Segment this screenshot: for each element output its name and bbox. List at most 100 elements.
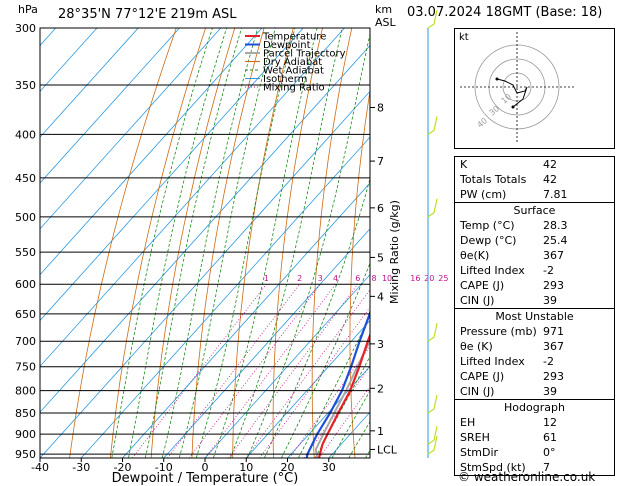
height-tick-label: 3	[377, 338, 384, 351]
isotherm-line	[40, 28, 222, 230]
index-key: Totals Totals	[460, 173, 527, 186]
index-value: 7.81	[543, 188, 568, 201]
surface-key: CAPE (J)	[460, 279, 505, 292]
surface-key: Lifted Index	[460, 264, 525, 277]
surface-value: 28.3	[543, 219, 568, 232]
surface-key: CIN (J)	[460, 294, 495, 307]
temp-tick-label: 20	[281, 461, 295, 474]
most-unstable-value: 971	[543, 325, 564, 338]
height-tick-label: 8	[377, 102, 384, 115]
hodograph-ring-label-30: 30	[488, 104, 502, 117]
surface-row: Dewp (°C) 25.4	[455, 233, 614, 248]
isotherm-line	[40, 28, 345, 367]
hodograph-key: EH	[460, 416, 476, 429]
isotherm-line	[40, 28, 304, 322]
wet-adiabat-line	[161, 28, 259, 458]
mixing-ratio-label: 8	[372, 274, 377, 283]
hodograph-value: 61	[543, 431, 557, 444]
hodograph-unit: kt	[459, 32, 469, 43]
most-unstable-row: θe (K) 367	[455, 339, 614, 354]
surface-row: θe(K) 367	[455, 248, 614, 263]
hodograph-ring-label-10: 10	[500, 92, 514, 105]
wet-adiabat-line	[111, 28, 213, 458]
mixing-ratio-label: 25	[438, 274, 448, 283]
mixing-ratio-label: 1	[264, 274, 269, 283]
hodograph-value: 12	[543, 416, 557, 429]
temp-tick-label: -20	[114, 461, 132, 474]
isotherm-line	[40, 44, 370, 413]
wet-adiabat-line	[144, 28, 242, 458]
dry-adiabat-line	[69, 28, 177, 458]
most-unstable-key: CIN (J)	[460, 385, 495, 398]
surface-row: Temp (°C) 28.3	[455, 218, 614, 233]
index-key: PW (cm)	[460, 188, 507, 201]
most-unstable-title: Most Unstable	[495, 310, 574, 323]
pressure-tick-label: 450	[15, 172, 36, 185]
wind-barb	[427, 198, 438, 218]
mixing-ratio-axis-label: Mixing Ratio (g/kg)	[388, 200, 401, 304]
most-unstable-value: 367	[543, 340, 564, 353]
height-tick-label: 7	[377, 155, 384, 168]
temp-tick-label: 10	[239, 461, 253, 474]
legend-label: Mixing Ratio	[263, 83, 325, 94]
dry-adiabat-line	[191, 28, 265, 458]
height-tick-label: LCL	[377, 443, 398, 456]
surface-value: -2	[543, 264, 554, 277]
surface-value: 25.4	[543, 234, 568, 247]
surface-key: Temp (°C)	[460, 219, 515, 232]
index-value: 42	[543, 173, 557, 186]
most-unstable-key: CAPE (J)	[460, 370, 505, 383]
isotherm-line	[245, 319, 370, 458]
index-row: PW (cm) 7.81	[455, 187, 614, 202]
most-unstable-value: 39	[543, 385, 557, 398]
height-tick-label: 4	[377, 290, 384, 303]
legend-label: Dewpoint	[263, 40, 311, 51]
index-key: K	[460, 158, 468, 171]
most-unstable-row: CAPE (J) 293	[455, 369, 614, 384]
hodograph-chart: kt 10 30 40	[459, 32, 574, 144]
isotherm-line	[40, 90, 370, 458]
legend-label: Isotherm	[263, 74, 307, 85]
mixing-ratio-label: 6	[355, 274, 360, 283]
pressure-tick-label: 500	[15, 211, 36, 224]
temp-tick-label: 30	[322, 461, 336, 474]
hodograph-row: EH 12	[455, 415, 614, 430]
mixing-ratio-label: 20	[424, 274, 434, 283]
sounding-datetime: 03.07.2024 18GMT (Base: 18)	[407, 5, 603, 20]
most-unstable-row: CIN (J) 39	[455, 384, 614, 399]
index-value: 42	[543, 158, 557, 171]
height-tick-label: 5	[377, 251, 384, 264]
hodograph-value: 7	[543, 461, 550, 474]
wet-adiabat-line	[247, 32, 370, 458]
hodograph-point	[511, 105, 515, 109]
pressure-tick-label: 950	[15, 448, 36, 461]
height-tick-label: 1	[377, 425, 384, 438]
most-unstable-value: 293	[543, 370, 564, 383]
mixing-ratio-label: 10	[382, 274, 392, 283]
station-location: 28°35'N 77°12'E 219m ASL	[58, 7, 237, 22]
hodograph-row: StmDir 0°	[455, 445, 614, 460]
most-unstable-key: Pressure (mb)	[460, 325, 537, 338]
pressure-tick-label: 600	[15, 278, 36, 291]
wind-barb	[427, 394, 438, 414]
mixing-ratio-line	[204, 283, 336, 458]
mixing-ratio-label: 3	[318, 274, 323, 283]
surface-title: Surface	[513, 204, 556, 217]
mixing-ratio-line	[131, 283, 267, 458]
index-row: K 42	[455, 157, 614, 172]
legend-label: Parcel Trajectory	[263, 49, 346, 60]
height-tick-label: 6	[377, 202, 384, 215]
most-unstable-row: Pressure (mb) 971	[455, 324, 614, 339]
pressure-unit-label: hPa	[18, 3, 38, 16]
mixing-ratio-label: 4	[333, 274, 338, 283]
hodograph-panel: kt 10 30 40	[454, 28, 615, 149]
height-tick-label: 2	[377, 382, 384, 395]
temp-tick-label: -40	[31, 461, 49, 474]
mixing-ratio-line	[259, 306, 370, 458]
most-unstable-row: Lifted Index -2	[455, 354, 614, 369]
wind-barb	[427, 116, 438, 135]
x-axis-label: Dewpoint / Temperature (°C)	[112, 471, 299, 486]
wet-adiabat-line	[230, 28, 343, 458]
pressure-tick-label: 700	[15, 335, 36, 348]
pressure-tick-label: 800	[15, 385, 36, 398]
